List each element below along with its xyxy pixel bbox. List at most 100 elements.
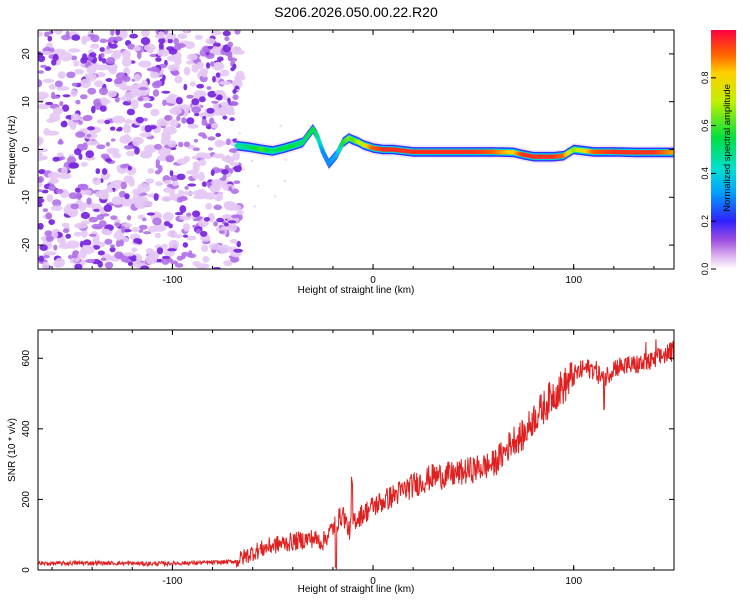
noise-blob [205,202,213,210]
noise-blob [62,228,70,234]
noise-blob [205,38,216,45]
noise-blob [152,217,162,226]
noise-blob [184,41,196,49]
noise-blob [59,156,66,160]
noise-blob [135,116,144,124]
noise-blob [45,101,53,106]
noise-blob [168,239,179,250]
noise-blob [38,202,43,208]
noise-blob [177,189,184,195]
noise-blob [195,216,204,220]
noise-blob [110,215,118,220]
noise-blob [186,60,194,65]
noise-blob [138,224,148,230]
noise-blob [142,200,153,207]
noise-blob [58,244,72,249]
noise-blob [235,70,245,79]
noise-blob [139,132,153,138]
noise-blob [86,134,92,138]
noise-blob [223,260,233,267]
noise-blob [183,66,191,76]
noise-blob [83,189,92,196]
noise-blob [99,87,108,96]
noise-blob [221,169,229,175]
noise-blob [126,215,132,221]
noise-blob [229,117,235,122]
x-tick-label: -100 [162,576,182,587]
noise-blob [124,193,130,200]
noise-blob [171,180,179,187]
noise-blob [241,168,245,171]
noise-blob [167,140,177,148]
noise-blob [119,30,128,39]
noise-blob [105,78,113,82]
noise-blob [70,89,78,97]
noise-blob [147,168,155,174]
colorbar-label: Normalized spectral amplitude [722,84,733,212]
noise-blob [183,141,191,148]
noise-blob [155,80,162,86]
noise-blob [234,30,241,35]
noise-blob [155,57,162,62]
noise-blob [202,47,208,52]
noise-blob [54,257,66,268]
noise-blob [131,247,138,253]
noise-blob [171,70,180,76]
noise-blob [256,184,260,188]
noise-blob [170,260,179,265]
noise-blob [88,233,97,237]
noise-blob [169,119,179,128]
noise-blob [80,161,88,167]
noise-blob [196,61,205,70]
noise-blob [124,91,135,97]
noise-blob [97,250,105,256]
noise-blob [115,240,121,248]
noise-blob [145,178,155,184]
noise-blob [57,173,72,180]
noise-blob [213,204,222,211]
noise-blob [109,244,116,248]
noise-blob [80,94,88,100]
noise-blob [50,205,63,211]
noise-blob [69,122,77,130]
noise-blob [89,52,97,58]
noise-blob [72,251,78,259]
noise-blob [74,68,84,75]
noise-blob [71,34,81,41]
noise-blob [203,217,211,222]
noise-blob [181,251,190,257]
y-tick-label: 0 [21,567,32,573]
noise-blob [192,261,201,267]
noise-blob [127,165,132,171]
noise-blob [183,234,188,238]
noise-blob [209,61,215,67]
noise-blob [86,65,97,74]
noise-blob [57,71,66,79]
noise-blob [123,123,131,134]
noise-blob [173,37,180,45]
noise-blob [38,182,43,188]
noise-blob [105,158,113,163]
noise-blob [123,145,134,150]
noise-blob [167,64,180,72]
noise-blob [119,239,124,247]
noise-blob [157,165,163,173]
snr-series-line [38,339,674,570]
noise-blob [155,181,164,187]
noise-blob [201,69,208,78]
noise-blob [211,46,219,55]
noise-blob [165,155,175,163]
noise-blob [38,255,45,262]
noise-blob [43,254,50,259]
noise-blob [61,222,70,228]
noise-blob [140,37,151,46]
noise-blob [80,57,88,64]
noise-blob [227,220,237,224]
noise-blob [216,217,225,223]
noise-blob [144,144,157,154]
noise-blob [186,212,192,217]
noise-blob [127,261,133,267]
noise-blob [82,115,93,122]
noise-blob [66,71,76,79]
